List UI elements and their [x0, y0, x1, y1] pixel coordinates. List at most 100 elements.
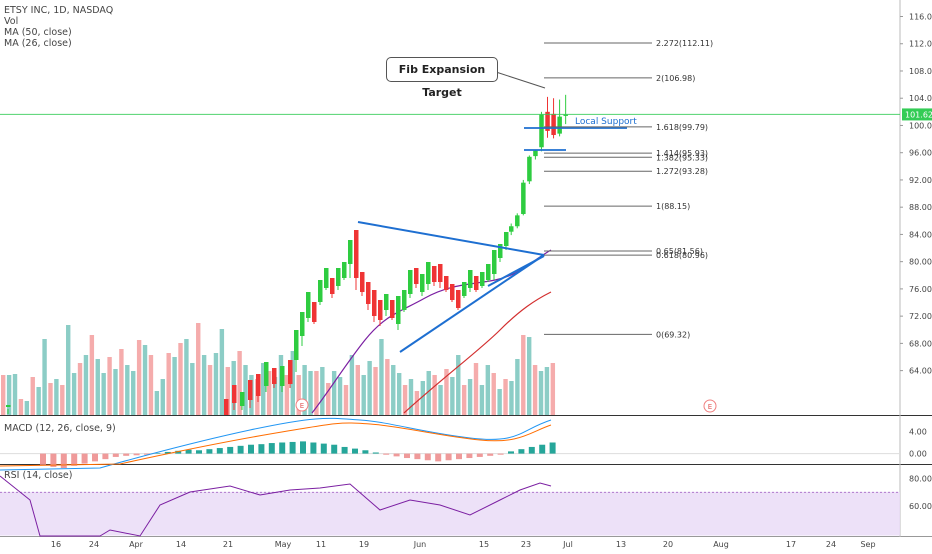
candle [521, 182, 526, 214]
macd-histogram-bar [528, 446, 535, 454]
macd-line [0, 417, 552, 471]
candle [6, 405, 11, 407]
volume-bar [320, 367, 325, 415]
macd-signal-line [0, 422, 552, 467]
macd-histogram-bar [476, 453, 483, 457]
candle [312, 302, 317, 322]
candle [545, 111, 550, 131]
time-axis-label: 15 [479, 540, 489, 549]
volume-bar [379, 339, 384, 415]
volume-bar [391, 365, 396, 415]
volume-bar [408, 379, 414, 415]
macd-histogram-bar [92, 453, 98, 462]
candle [324, 268, 329, 288]
volume-bar [497, 389, 502, 415]
volume-bar [432, 375, 437, 415]
candle [272, 368, 277, 384]
volume-bar [349, 355, 355, 415]
volume-bar [89, 335, 95, 415]
volume-bar [172, 357, 177, 415]
volume-bar [473, 363, 479, 415]
price-axis-label: 88.00 [909, 203, 932, 212]
volume-bar [550, 363, 556, 415]
earnings-marker-label: E [300, 402, 304, 410]
volume-bar [83, 355, 89, 415]
volume-bar [314, 371, 319, 415]
volume-bar [77, 363, 83, 415]
time-axis-label: 13 [616, 540, 626, 549]
volume-bar [367, 361, 372, 415]
candle [354, 230, 359, 278]
candle [256, 374, 261, 396]
candle [372, 290, 377, 316]
fib-level-label: 1.382(95.33) [656, 153, 708, 162]
volume-bar [24, 401, 30, 415]
candle [224, 399, 229, 415]
macd-histogram-bar [164, 451, 171, 454]
candle [420, 274, 425, 292]
macd-histogram-bar [372, 452, 379, 454]
candle [438, 264, 443, 282]
volume-bar [361, 375, 366, 415]
legend-volume: Vol [4, 16, 19, 27]
price-axis-label: 72.00 [909, 312, 932, 321]
candle [294, 330, 299, 360]
macd-histogram-bar [456, 453, 462, 460]
macd-histogram-bar [424, 453, 431, 461]
price-axis-label: 92.00 [909, 176, 932, 185]
price-axis-label: 112.00 [909, 40, 932, 49]
volume-bar [107, 357, 112, 415]
macd-histogram-bar [227, 446, 234, 454]
volume-bar [355, 365, 360, 415]
volume-bar [71, 373, 77, 415]
macd-histogram-bar [123, 453, 130, 456]
candle [360, 272, 365, 292]
volume-bar [420, 381, 426, 415]
candle [248, 380, 253, 400]
macd-histogram-bar [341, 446, 348, 454]
ma26-line [311, 249, 552, 414]
volume-bar [243, 365, 248, 415]
candle [336, 268, 341, 286]
volume-bar [503, 379, 508, 415]
volume-bar [201, 355, 207, 415]
volume-bar [225, 367, 230, 415]
legend-ma50: MA (50, close) [4, 27, 72, 38]
macd-histogram-bar [508, 451, 514, 454]
volume-bar [42, 339, 47, 415]
time-axis-label: 24 [89, 540, 99, 549]
volume-bar [6, 375, 12, 415]
volume-bar [207, 365, 213, 415]
candle [432, 266, 437, 282]
ma50-line [403, 291, 552, 414]
volume-bar [190, 363, 195, 415]
time-axis-label: 14 [176, 540, 186, 549]
price-axis-label: 68.00 [909, 339, 932, 348]
volume-bar [266, 371, 272, 415]
macd-axis-label: 0.00 [909, 450, 927, 459]
volume-bar [385, 359, 390, 415]
price-axis-label: 76.00 [909, 285, 932, 294]
candle [539, 114, 544, 148]
fib-level-label: 2(106.98) [656, 74, 695, 83]
volume-bar [450, 377, 455, 415]
macd-histogram-bar [144, 453, 150, 455]
volume-bar [272, 377, 278, 415]
macd-histogram-bar [258, 444, 265, 454]
volume-bar [515, 359, 520, 415]
macd-histogram-bar [279, 442, 286, 454]
candle [480, 272, 485, 286]
volume-bar [414, 391, 420, 415]
macd-histogram-bar [466, 453, 473, 459]
fib-level-label: 0.618(80.96) [656, 251, 708, 260]
volume-bar [302, 365, 307, 415]
fib-expansion-callout[interactable]: Fib Expansion Target [386, 57, 498, 99]
candle [515, 215, 520, 227]
volume-bar [308, 371, 313, 415]
candle [551, 113, 556, 135]
macd-histogram-bar [133, 453, 140, 456]
volume-bar [532, 365, 538, 415]
time-axis-label: Apr [129, 540, 144, 549]
